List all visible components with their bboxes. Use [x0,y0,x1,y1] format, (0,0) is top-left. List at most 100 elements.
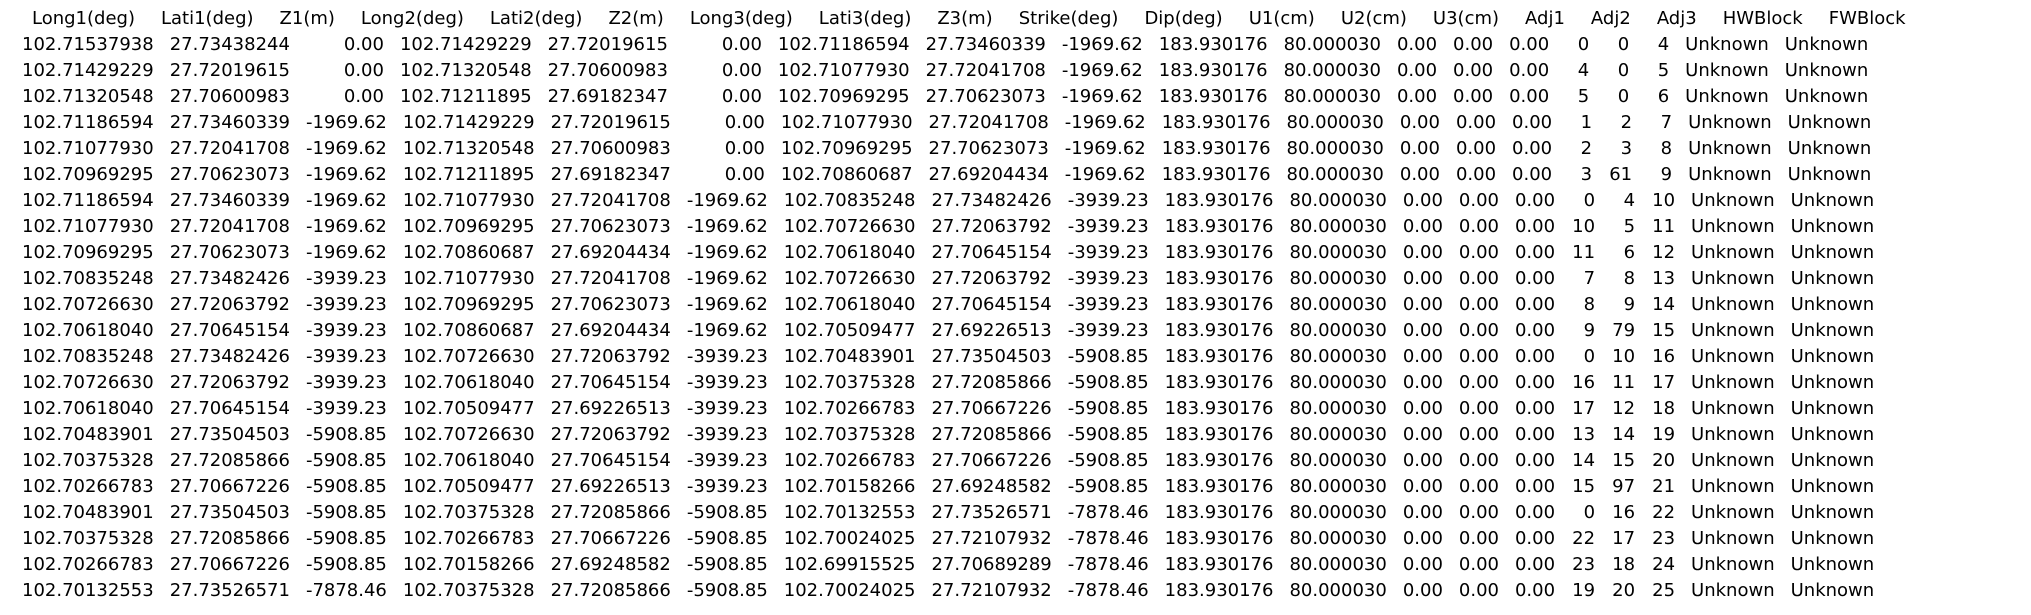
cell: 20 [1612,580,1636,601]
cell: 0.00 [1514,528,1556,549]
cell: 15 [1572,476,1596,497]
column-header: HWBlock [1722,8,1803,29]
cell: 17 [1612,528,1636,549]
cell: 102.71537938 [22,34,154,55]
data-line: 102.70132553 27.73526571 -7878.46 102.70375… [22,578,2031,604]
cell: 27.70667226 [550,528,671,549]
cell: 183.930176 [1164,190,1274,211]
cell: -3939.23 [305,398,387,419]
cell: 102.70969295 [22,164,154,185]
cell: -1969.62 [686,320,768,341]
cell: 102.70375328 [22,450,154,471]
cell: 0.00 [1402,346,1443,367]
cell: 0.00 [1514,502,1556,523]
cell: 0.00 [1453,34,1494,55]
cell: 2 [1620,112,1633,133]
cell: 27.72085866 [169,450,290,471]
cell: 183.930176 [1164,450,1274,471]
cell: -7878.46 [1067,554,1149,575]
cell: 0.00 [1458,580,1499,601]
column-header: U2(cm) [1340,8,1407,29]
cell: 102.71186594 [777,34,910,55]
cell: 102.70509477 [402,476,535,497]
cell: 0.00 [1402,294,1443,315]
cell: 27.72107932 [931,528,1052,549]
cell: 22 [1652,502,1676,523]
cell: 0.00 [1402,216,1443,237]
cell: 0.00 [1396,34,1438,55]
cell: 0.00 [1399,138,1440,159]
cell: 27.69226513 [550,476,671,497]
cell: -7878.46 [1067,528,1149,549]
cell: 0.00 [1458,372,1499,393]
data-line: 102.70726630 27.72063792 -3939.23 102.70618… [22,370,2031,396]
cell: 102.70969295 [777,86,910,107]
cell: 0.00 [1396,60,1438,81]
cell: 183.930176 [1164,268,1274,289]
cell: 102.71077930 [780,112,913,133]
column-header: Lati2(deg) [489,8,583,29]
cell: 102.71077930 [22,138,154,159]
cell: -5908.85 [686,580,768,601]
cell: 0.00 [1399,164,1440,185]
cell: 102.70266783 [783,450,916,471]
cell: 183.930176 [1164,372,1274,393]
cell: 0.00 [1514,372,1556,393]
cell: -1969.62 [1064,112,1146,133]
cell: 102.70618040 [783,294,916,315]
cell: 102.70860687 [402,320,535,341]
cell: Unknown [1691,294,1775,315]
cell: 27.70645154 [169,320,290,341]
cell: 102.70266783 [783,398,916,419]
cell: 80.000030 [1286,138,1384,159]
cell: Unknown [1691,580,1775,601]
cell: 80.000030 [1283,34,1381,55]
cell: 3 [1620,138,1633,159]
cell: 183.930176 [1158,86,1268,107]
cell: 102.70375328 [402,502,535,523]
cell: -1969.62 [686,268,768,289]
cell: 6 [1657,86,1670,107]
data-line: 102.71320548 27.70600983 0.00 102.71211895 2… [22,84,2031,110]
cell: 0 [1583,502,1596,523]
cell: 183.930176 [1161,138,1271,159]
cell: 80.000030 [1286,164,1384,185]
cell: 0.00 [1514,190,1556,211]
cell: 0 [1583,190,1596,211]
cell: 27.73504503 [931,346,1052,367]
column-header: Dip(deg) [1144,8,1223,29]
cell: 102.70618040 [402,450,535,471]
cell: 102.70483901 [22,502,154,523]
cell: 80.000030 [1286,112,1384,133]
cell: 183.930176 [1164,294,1274,315]
cell: 4 [1577,60,1590,81]
cell: 0.00 [1402,528,1443,549]
cell: 27.72041708 [550,268,671,289]
cell: 0.00 [1514,242,1556,263]
cell: 10 [1612,346,1636,367]
data-line: 102.71077930 27.72041708 -1969.62 102.71320… [22,136,2031,162]
cell: 27.72019615 [547,34,668,55]
cell: 0.00 [1512,112,1553,133]
cell: 0.00 [1402,424,1443,445]
cell: 0.00 [1453,60,1494,81]
cell: 9 [1623,294,1636,315]
data-line: 102.70969295 27.70623073 -1969.62 102.70860… [22,240,2031,266]
cell: 11 [1612,372,1636,393]
cell: -3939.23 [686,346,768,367]
cell: -3939.23 [686,424,768,445]
cell: 0 [1583,346,1596,367]
column-header: Lati3(deg) [818,8,912,29]
cell: 0.00 [1514,268,1556,289]
cell: 0.00 [721,60,762,81]
cell: 27.70623073 [550,294,671,315]
cell: 102.70375328 [783,372,916,393]
cell: 0.00 [1514,476,1556,497]
cell: 27.69182347 [550,164,671,185]
cell: 102.71186594 [22,112,154,133]
cell: 0 [1617,60,1630,81]
cell: 14 [1652,294,1676,315]
cell: 17 [1572,398,1596,419]
cell: Unknown [1691,424,1775,445]
